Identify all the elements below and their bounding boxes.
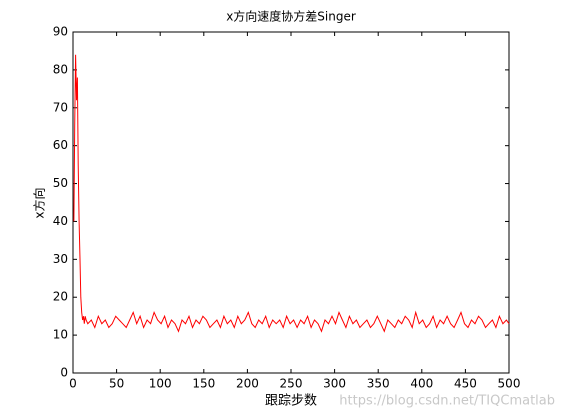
x-tick-label: 200 <box>236 377 259 391</box>
y-tick-label: 20 <box>53 290 68 304</box>
y-tick-label: 0 <box>60 366 68 380</box>
y-tick-label: 30 <box>53 252 68 266</box>
x-tick-label: 500 <box>498 377 521 391</box>
x-tick-label: 450 <box>454 377 477 391</box>
y-tick-label: 60 <box>53 138 68 152</box>
x-axis-label: 跟踪步数 <box>265 394 317 409</box>
y-tick-label: 80 <box>53 62 68 76</box>
y-tick-label: 50 <box>53 176 68 190</box>
data-line <box>73 54 510 333</box>
x-tick-label: 400 <box>410 377 433 391</box>
x-tick-label: 300 <box>323 377 346 391</box>
x-tick-label: 350 <box>367 377 390 391</box>
y-tick-label: 10 <box>53 328 68 342</box>
chart-title: x方向速度协方差Singer <box>226 9 356 24</box>
x-tick-label: 50 <box>109 377 124 391</box>
x-tick-label: 250 <box>280 377 303 391</box>
watermark: https://blog.csdn.net/TIQCmatlab <box>339 394 555 409</box>
y-axis-label: x方向 <box>32 187 47 218</box>
x-tick-label: 0 <box>69 377 77 391</box>
y-tick-label: 90 <box>53 25 68 39</box>
x-tick-label: 100 <box>149 377 172 391</box>
y-tick-label: 40 <box>53 214 68 228</box>
x-tick-label: 150 <box>192 377 215 391</box>
y-tick-label: 70 <box>53 100 68 114</box>
